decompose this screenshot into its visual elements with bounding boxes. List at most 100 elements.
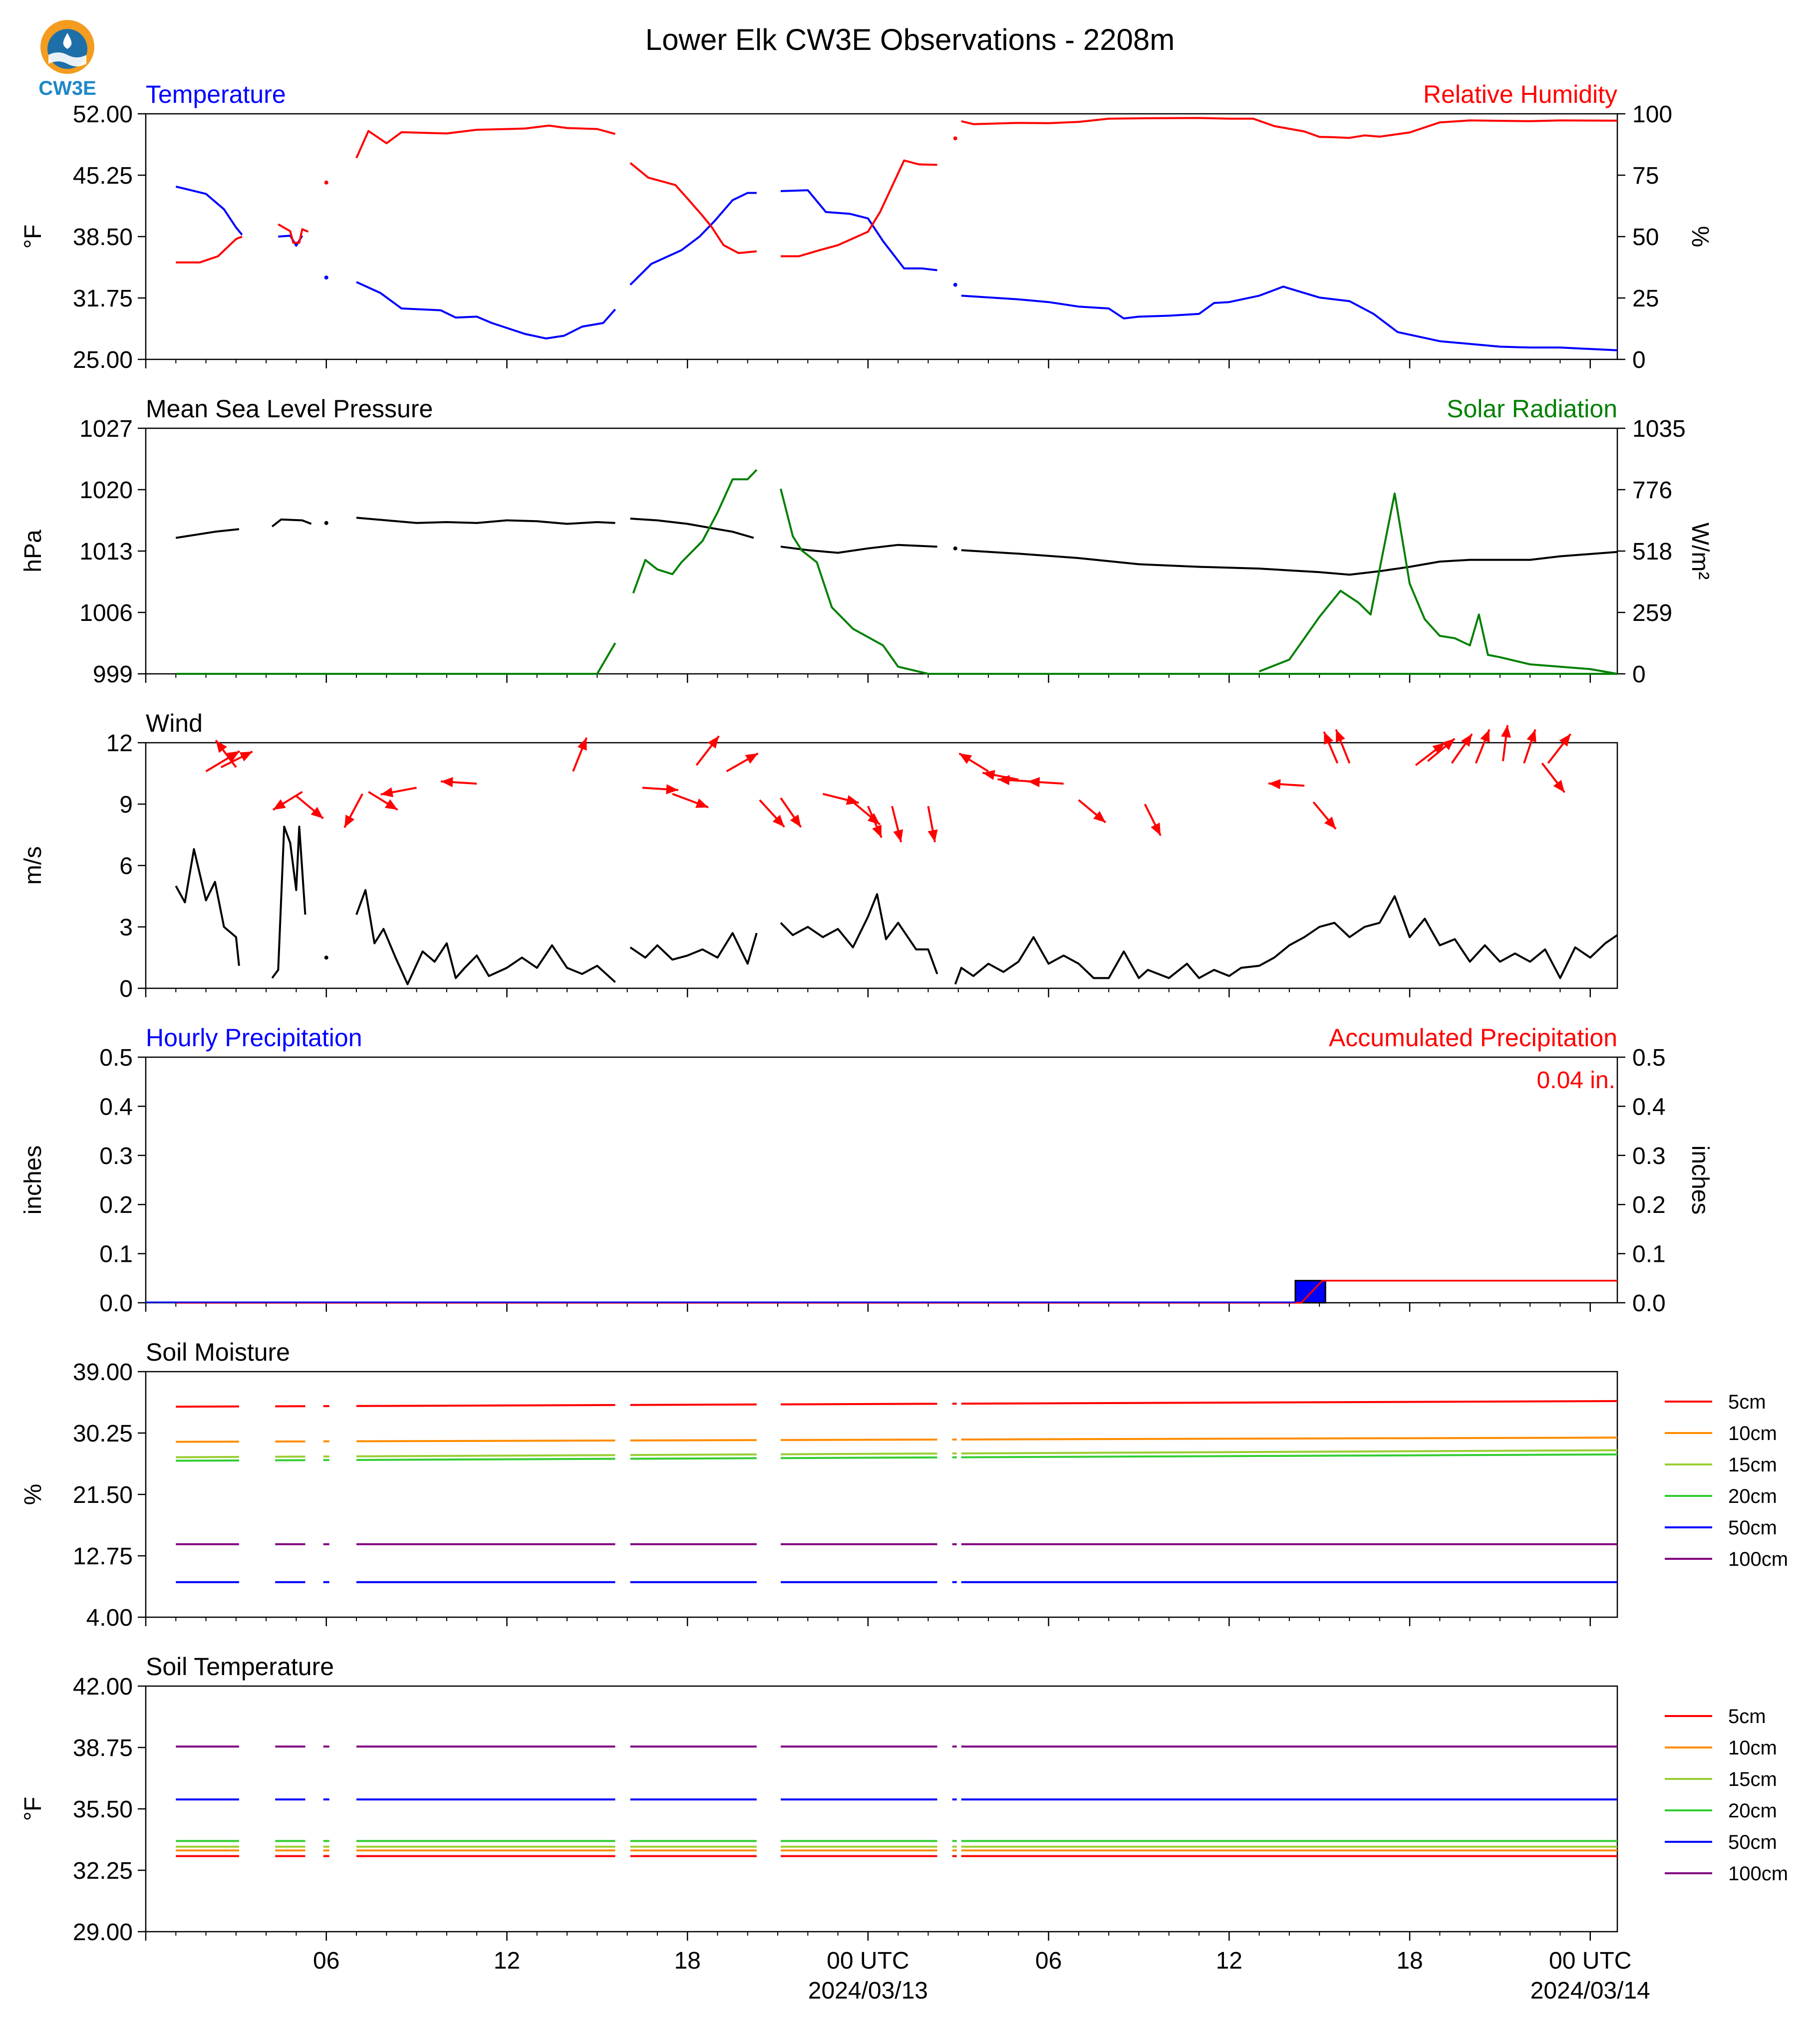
accumulated-precip-line bbox=[176, 1279, 1617, 1304]
series-line bbox=[278, 235, 303, 247]
panel-2-ytick-label: 0 bbox=[119, 976, 133, 1002]
series-line bbox=[278, 223, 309, 244]
panel-1-ytick-right-label: 776 bbox=[1632, 477, 1672, 504]
panel-1-ylabel-right: W/m² bbox=[1687, 523, 1713, 580]
panel-1-ytick-right-label: 518 bbox=[1632, 539, 1672, 565]
legend-label: 5cm bbox=[1728, 1391, 1766, 1413]
panel-2-frame bbox=[145, 742, 1618, 989]
soil-series-10cm bbox=[630, 1439, 757, 1442]
wind-arrow-head bbox=[772, 815, 785, 827]
series-point bbox=[324, 180, 328, 185]
series-point bbox=[953, 283, 957, 287]
soil-series-20cm bbox=[781, 1456, 937, 1459]
panel-4-ytick-label: 21.50 bbox=[73, 1482, 133, 1508]
panel-1-ytick-right-label: 0 bbox=[1632, 661, 1646, 688]
series-line bbox=[780, 189, 937, 272]
soil-series-15cm bbox=[630, 1453, 757, 1456]
panel-3-ytick-right-label: 0.0 bbox=[1632, 1290, 1666, 1317]
series-line bbox=[629, 932, 758, 965]
series-line bbox=[630, 518, 754, 539]
wind-arrow-head bbox=[893, 829, 904, 843]
panel-0-title-left: Temperature bbox=[146, 80, 286, 108]
panel-2-ytick-label: 6 bbox=[119, 853, 133, 879]
panel-2-ylabel: m/s bbox=[20, 846, 46, 884]
panel-5-title-left: Soil Temperature bbox=[146, 1653, 334, 1681]
panel-0-ytick-label: 38.50 bbox=[73, 224, 133, 251]
panel-1-frame bbox=[145, 427, 1618, 675]
panel-1-ytick-label: 999 bbox=[93, 661, 133, 688]
legend-label: 50cm bbox=[1728, 1831, 1777, 1853]
panel-5-ytick-label: 32.25 bbox=[73, 1858, 133, 1884]
series-point bbox=[324, 276, 328, 280]
panel-3-title-right: Accumulated Precipitation bbox=[1329, 1024, 1617, 1052]
legend-label: 10cm bbox=[1728, 1737, 1777, 1759]
panel-0-ytick-right-label: 0 bbox=[1632, 347, 1646, 373]
wind-arrow-head bbox=[1461, 734, 1472, 747]
panel-0-ylabel: °F bbox=[20, 225, 46, 249]
panel-4-title-left: Soil Moisture bbox=[146, 1338, 290, 1366]
panel-4-ytick-label: 4.00 bbox=[86, 1605, 133, 1631]
panel-1-ytick-label: 1006 bbox=[79, 600, 133, 626]
soil-series-15cm bbox=[356, 1454, 615, 1457]
x-tick-label: 12 bbox=[494, 1948, 520, 1974]
wind-arrow-head bbox=[790, 814, 801, 828]
x-tick-label: 00 UTC bbox=[827, 1948, 909, 1974]
panel-0-ytick-right-label: 25 bbox=[1632, 286, 1659, 312]
series-line bbox=[1258, 492, 1618, 675]
panel-3-ytick-label: 0.0 bbox=[99, 1290, 133, 1317]
panel-4-ylabel: % bbox=[20, 1484, 46, 1505]
x-tick-label: 18 bbox=[1396, 1948, 1423, 1974]
series-line bbox=[271, 826, 306, 979]
panel-3-ylabel: inches bbox=[20, 1146, 46, 1215]
panel-3-ytick-right-label: 0.2 bbox=[1632, 1192, 1666, 1218]
series-line bbox=[271, 518, 312, 528]
series-point bbox=[324, 521, 328, 525]
series-line bbox=[176, 236, 243, 264]
series-point bbox=[953, 546, 957, 551]
panel-2-title-left: Wind bbox=[146, 709, 203, 737]
legend-label: 20cm bbox=[1728, 1485, 1777, 1507]
series-line bbox=[629, 192, 757, 286]
x-tick-label: 06 bbox=[1035, 1948, 1062, 1974]
wind-arrow-head bbox=[1324, 817, 1336, 829]
series-line bbox=[629, 162, 757, 254]
legend-label: 15cm bbox=[1728, 1768, 1777, 1790]
soil-series-15cm bbox=[781, 1452, 937, 1455]
panel-3-ytick-label: 0.1 bbox=[99, 1241, 133, 1268]
soil-series-20cm bbox=[356, 1457, 615, 1461]
panel-4-frame bbox=[145, 1371, 1618, 1618]
panel-0-frame bbox=[145, 113, 1618, 360]
precip-total-label: 0.04 in. bbox=[1537, 1067, 1615, 1094]
series-line bbox=[961, 117, 1618, 139]
panel-3-ytick-right-label: 0.1 bbox=[1632, 1241, 1666, 1268]
wind-arrow-head bbox=[384, 799, 398, 810]
panel-1-ytick-label: 1020 bbox=[79, 477, 133, 504]
series-line bbox=[780, 488, 1617, 675]
x-tick-label: 06 bbox=[313, 1948, 339, 1974]
wind-arrow-head bbox=[577, 737, 587, 751]
legend-label: 100cm bbox=[1728, 1548, 1788, 1570]
series-line bbox=[355, 889, 616, 985]
panel-4-ytick-label: 39.00 bbox=[73, 1359, 133, 1386]
series-line bbox=[961, 549, 1618, 576]
panel-3-title-left: Hourly Precipitation bbox=[146, 1024, 362, 1052]
series-point bbox=[324, 955, 328, 960]
wind-arrow-head bbox=[666, 784, 678, 795]
series-line bbox=[356, 281, 616, 340]
legend-label: 5cm bbox=[1728, 1706, 1766, 1728]
wind-arrow-head bbox=[1442, 738, 1455, 751]
wind-arrow-head bbox=[380, 787, 393, 798]
wind-arrow-head bbox=[1268, 779, 1281, 790]
wind-arrow-head bbox=[1093, 811, 1106, 823]
series-line bbox=[781, 159, 937, 258]
soil-series-5cm bbox=[356, 1404, 615, 1407]
panel-0-ytick-right-label: 75 bbox=[1632, 163, 1659, 189]
panel-0-title-right: Relative Humidity bbox=[1423, 80, 1617, 108]
panel-1-ytick-label: 1013 bbox=[79, 539, 133, 565]
legend-label: 15cm bbox=[1728, 1454, 1777, 1476]
soil-series-10cm bbox=[356, 1440, 615, 1443]
wind-arrow-head bbox=[1501, 725, 1511, 738]
series-line bbox=[175, 528, 240, 539]
